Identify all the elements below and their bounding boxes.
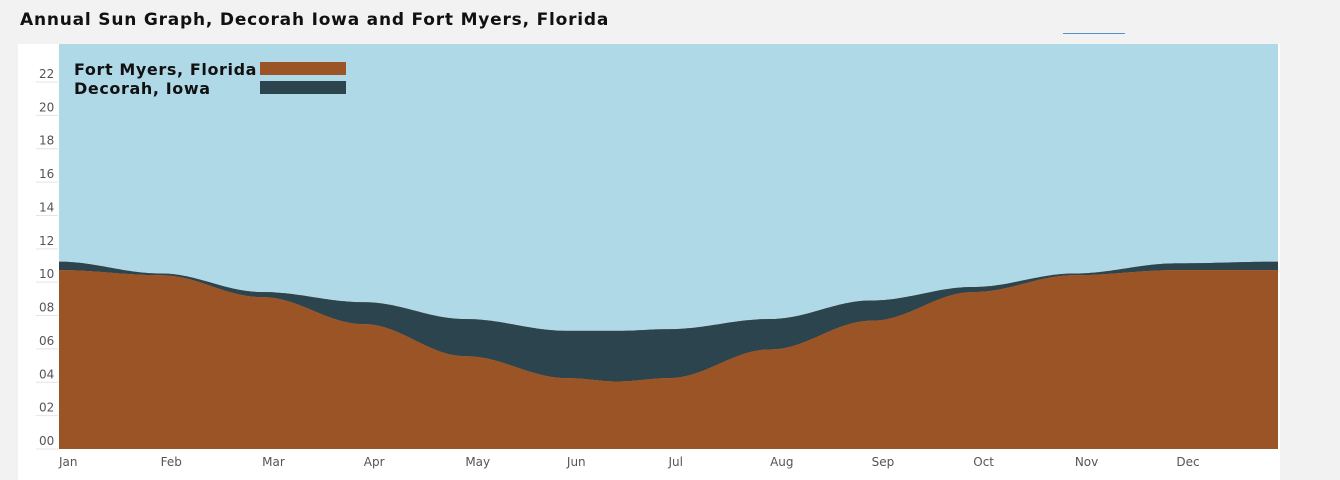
series-area-fort-myers	[59, 270, 1278, 449]
x-tick-label: Nov	[1075, 455, 1098, 469]
y-tick-label: 20	[39, 100, 54, 114]
y-tick-label: 06	[39, 334, 54, 348]
y-tick-label: 22	[39, 67, 54, 81]
legend-swatch	[260, 62, 346, 75]
y-tick-label: 12	[39, 234, 54, 248]
x-tick-label: Jul	[668, 455, 683, 469]
y-tick-label: 14	[39, 200, 54, 214]
x-tick-label: Sep	[872, 455, 895, 469]
y-tick-label: 18	[39, 134, 54, 148]
x-tick-label: Dec	[1176, 455, 1199, 469]
x-tick-label: Mar	[262, 455, 285, 469]
legend-label: Decorah, Iowa	[74, 79, 211, 98]
legend-label: Fort Myers, Florida	[74, 60, 257, 79]
y-tick-label: 10	[39, 267, 54, 281]
x-tick-label: Jun	[566, 455, 586, 469]
series-band-decorah	[59, 261, 1278, 382]
x-tick-label: May	[465, 455, 490, 469]
x-tick-label: Aug	[770, 455, 793, 469]
y-tick-label: 04	[39, 367, 54, 381]
top-link-underline[interactable]	[1063, 33, 1125, 34]
x-tick-label: Jan	[58, 455, 78, 469]
y-tick-label: 00	[39, 434, 54, 448]
y-tick-label: 08	[39, 301, 54, 315]
legend-swatch	[260, 81, 346, 94]
x-tick-label: Apr	[364, 455, 385, 469]
chart-title: Annual Sun Graph, Decorah Iowa and Fort …	[20, 10, 610, 30]
x-tick-label: Feb	[161, 455, 182, 469]
x-tick-label: Oct	[973, 455, 994, 469]
y-tick-label: 16	[39, 167, 54, 181]
y-tick-label: 02	[39, 401, 54, 415]
